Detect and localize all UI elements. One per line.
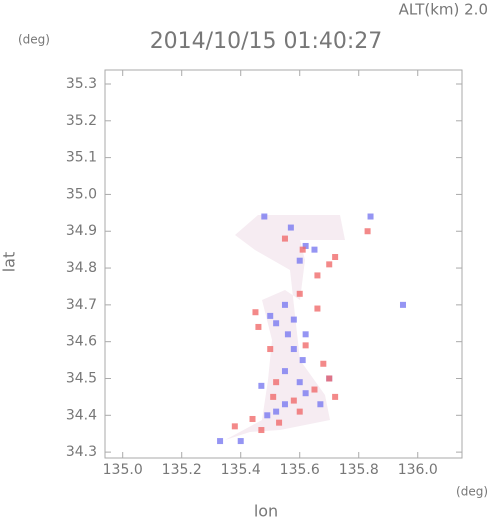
point bbox=[264, 412, 271, 419]
point bbox=[314, 305, 321, 312]
y-tick-label: 34.9 bbox=[66, 223, 97, 239]
point bbox=[317, 401, 324, 408]
point bbox=[273, 379, 280, 386]
point bbox=[299, 357, 306, 364]
y-tick-label: 34.8 bbox=[66, 260, 97, 276]
point bbox=[258, 382, 265, 389]
y-tick-label: 34.4 bbox=[66, 407, 97, 423]
chart-title: 2014/10/15 01:40:27 bbox=[150, 29, 383, 54]
point bbox=[314, 272, 321, 279]
point bbox=[270, 393, 277, 400]
x-tick-label: 135.6 bbox=[280, 462, 320, 478]
point bbox=[302, 390, 309, 397]
point bbox=[364, 228, 371, 235]
echo-area bbox=[225, 215, 345, 440]
point bbox=[255, 323, 262, 330]
point bbox=[302, 242, 309, 249]
point bbox=[302, 331, 309, 338]
point bbox=[281, 235, 288, 242]
point bbox=[273, 408, 280, 415]
point bbox=[217, 438, 224, 445]
point bbox=[281, 301, 288, 308]
point bbox=[296, 257, 303, 264]
y-tick-label: 34.6 bbox=[66, 334, 97, 350]
y-tick-label: 35.1 bbox=[66, 150, 97, 166]
point bbox=[399, 301, 406, 308]
point bbox=[273, 320, 280, 327]
point bbox=[290, 316, 297, 323]
x-unit: (deg) bbox=[456, 485, 488, 499]
point bbox=[237, 438, 244, 445]
point bbox=[231, 423, 238, 430]
point bbox=[261, 213, 268, 220]
y-tick-label: 35.2 bbox=[66, 113, 97, 129]
point bbox=[302, 342, 309, 349]
point bbox=[267, 346, 274, 353]
point bbox=[367, 213, 374, 220]
x-tick-label: 135.2 bbox=[162, 462, 202, 478]
x-tick-label: 135.4 bbox=[221, 462, 261, 478]
point bbox=[326, 375, 333, 382]
point bbox=[287, 224, 294, 231]
point bbox=[284, 331, 291, 338]
point bbox=[252, 309, 259, 316]
point bbox=[267, 312, 274, 319]
y-tick-label: 34.3 bbox=[66, 444, 97, 460]
altitude-label: ALT(km) 2.0 bbox=[399, 1, 488, 19]
point bbox=[281, 368, 288, 375]
point bbox=[332, 393, 339, 400]
point bbox=[258, 427, 265, 434]
point bbox=[296, 290, 303, 297]
point bbox=[281, 401, 288, 408]
point bbox=[311, 246, 318, 253]
point bbox=[276, 419, 283, 426]
y-axis-label: lat bbox=[0, 252, 19, 273]
x-tick-label: 135.0 bbox=[103, 462, 143, 478]
x-tick-label: 135.8 bbox=[339, 462, 379, 478]
point bbox=[249, 415, 256, 422]
y-tick-label: 34.5 bbox=[66, 370, 97, 386]
point bbox=[320, 360, 327, 367]
x-tick-label: 136.0 bbox=[398, 462, 438, 478]
x-axis-label: lon bbox=[254, 502, 278, 521]
y-tick-label: 35.0 bbox=[66, 186, 97, 202]
y-unit: (deg) bbox=[18, 33, 50, 47]
point bbox=[326, 261, 333, 268]
point bbox=[299, 246, 306, 253]
y-tick-label: 35.3 bbox=[66, 76, 97, 92]
plot-frame bbox=[104, 69, 463, 459]
point bbox=[311, 386, 318, 393]
y-tick-label: 34.7 bbox=[66, 297, 97, 313]
point bbox=[332, 254, 339, 261]
point bbox=[290, 397, 297, 404]
point bbox=[290, 346, 297, 353]
point bbox=[296, 408, 303, 415]
point bbox=[296, 379, 303, 386]
